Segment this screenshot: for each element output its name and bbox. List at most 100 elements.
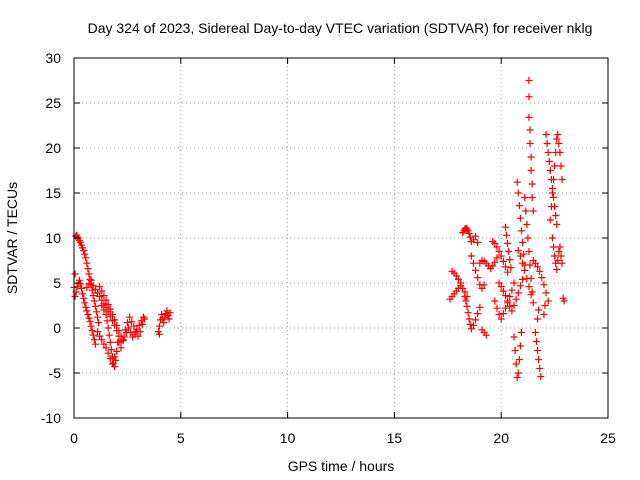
data-point [506, 302, 514, 310]
data-point [543, 140, 551, 147]
data-point [551, 252, 559, 260]
data-point [524, 234, 532, 242]
data-point [517, 329, 525, 336]
x-tick-label: 15 [387, 430, 403, 446]
data-point [160, 319, 168, 327]
data-point [558, 176, 566, 183]
y-tick-label: 5 [53, 275, 61, 291]
data-point [528, 288, 536, 296]
data-point [545, 158, 553, 165]
data-point [73, 233, 81, 241]
data-point [529, 207, 537, 215]
data-point [467, 252, 475, 260]
data-point [77, 284, 85, 292]
data-point [504, 239, 512, 247]
data-point [112, 356, 120, 364]
data-point [461, 293, 469, 300]
data-point [495, 311, 503, 318]
data-point [516, 342, 524, 350]
data-point [536, 267, 544, 275]
data-point [531, 259, 539, 267]
data-point [135, 321, 143, 329]
data-point [512, 295, 520, 303]
data-point [555, 248, 563, 255]
data-point [98, 287, 106, 295]
data-point [550, 176, 558, 183]
data-point [108, 311, 116, 318]
data-point [123, 319, 131, 327]
data-point [472, 266, 480, 274]
chart-title: Day 324 of 2023, Sidereal Day-to-day VTE… [88, 20, 593, 36]
data-point [95, 319, 103, 327]
data-point [92, 308, 100, 316]
data-point [548, 234, 556, 242]
data-point [525, 248, 533, 255]
data-point [497, 252, 505, 260]
data-point [76, 280, 84, 288]
data-point [508, 286, 516, 294]
data-point [83, 284, 91, 291]
data-point [544, 297, 552, 305]
data-point [499, 257, 507, 265]
data-point [495, 248, 503, 255]
data-point [497, 315, 505, 323]
data-point [554, 131, 562, 138]
data-point [523, 221, 531, 228]
data-point [71, 293, 79, 300]
data-point [138, 320, 146, 328]
data-point [508, 307, 516, 315]
data-point [474, 239, 482, 246]
data-point [516, 282, 524, 290]
data-point [469, 321, 477, 329]
data-point [491, 297, 499, 305]
data-point [499, 310, 507, 318]
data-point [115, 327, 123, 335]
data-point [87, 276, 95, 284]
data-point [457, 279, 465, 287]
data-point [527, 167, 535, 174]
data-point [544, 149, 552, 156]
data-point [126, 313, 134, 321]
data-point [107, 346, 115, 354]
data-point [528, 180, 536, 188]
data-point [108, 360, 116, 368]
data-point [497, 283, 505, 291]
data-point [104, 301, 112, 309]
data-point [474, 310, 482, 318]
data-point [85, 314, 93, 322]
data-point [120, 333, 128, 341]
data-point [514, 189, 522, 197]
data-point [495, 279, 503, 287]
data-point [155, 330, 163, 338]
data-point [489, 262, 497, 270]
data-point [514, 247, 522, 255]
data-point [96, 293, 104, 300]
data-point [542, 131, 550, 138]
data-point [85, 270, 93, 278]
data-point [493, 243, 501, 251]
data-point [452, 272, 460, 280]
x-tick-label: 10 [280, 430, 296, 446]
data-point [519, 259, 527, 267]
data-point [558, 259, 566, 267]
data-point [90, 297, 98, 305]
data-point [130, 322, 138, 330]
data-point [513, 374, 521, 381]
data-point [476, 303, 484, 311]
data-point [128, 318, 136, 326]
data-point [551, 162, 559, 170]
data-point [117, 344, 125, 352]
data-point [534, 263, 542, 271]
data-point [536, 365, 544, 372]
data-point [532, 338, 540, 345]
y-axis-title: SDTVAR / TECUs [4, 182, 20, 294]
data-point [531, 329, 539, 336]
data-point [115, 338, 123, 346]
y-tick-label: -10 [41, 410, 61, 426]
y-tick-label: 25 [45, 95, 61, 111]
data-point [516, 252, 524, 260]
data-point [506, 256, 514, 264]
data-point [542, 289, 550, 297]
data-point [527, 275, 535, 282]
